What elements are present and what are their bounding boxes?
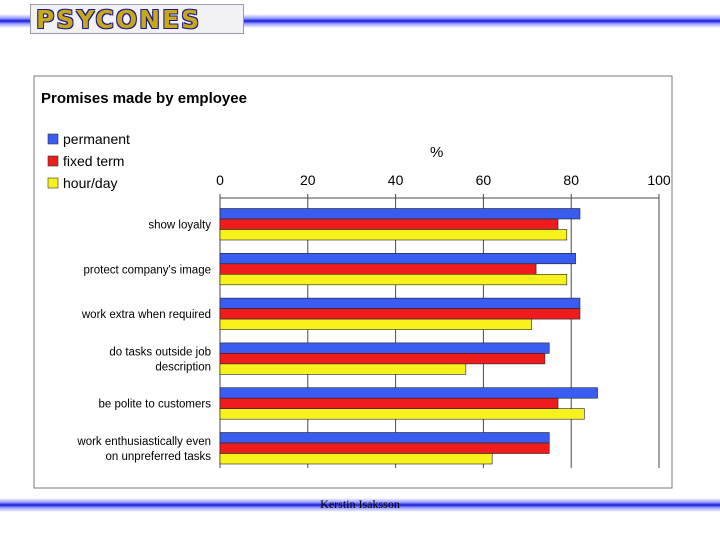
chart-title: Promises made by employee xyxy=(41,90,247,107)
tick-label: 20 xyxy=(300,172,316,188)
legend-swatch xyxy=(47,155,59,167)
category-label: do tasks outside job xyxy=(109,346,211,358)
bars xyxy=(219,208,598,465)
bar xyxy=(219,432,550,444)
bar xyxy=(219,387,598,399)
legend-swatch xyxy=(47,133,59,145)
bar xyxy=(219,397,559,410)
legend-label: permanent xyxy=(63,131,130,147)
bar xyxy=(219,229,568,241)
category-labels: show loyalty protect company's image work … xyxy=(76,220,211,464)
bar xyxy=(219,273,568,286)
bar xyxy=(219,318,532,330)
legend-label: hour/day xyxy=(63,175,117,191)
tick-label: 60 xyxy=(476,172,492,188)
bar xyxy=(219,453,493,465)
bar xyxy=(219,308,581,320)
bar xyxy=(219,218,559,230)
category-label: description xyxy=(155,361,211,373)
bar xyxy=(219,297,581,309)
tick-label: 100 xyxy=(647,172,671,188)
bar xyxy=(219,208,581,220)
tick-label: 40 xyxy=(388,172,404,188)
logo-panel xyxy=(30,4,244,34)
category-label: on unpreferred tasks xyxy=(106,451,212,463)
bar xyxy=(219,442,550,454)
bar xyxy=(219,363,467,375)
bar xyxy=(219,342,550,354)
category-label: work extra when required xyxy=(81,309,211,321)
x-axis-label: % xyxy=(430,144,443,161)
footer-author: Kerstin Isaksson xyxy=(320,497,400,511)
bar xyxy=(219,263,537,275)
x-axis-ticks: 0 20 40 60 80 100 xyxy=(216,172,671,199)
bar xyxy=(219,353,546,365)
grid xyxy=(219,198,660,468)
bar xyxy=(219,253,576,265)
legend-label: fixed term xyxy=(63,153,124,169)
tick-label: 80 xyxy=(563,172,579,188)
category-label: protect company's image xyxy=(84,264,211,276)
bar xyxy=(219,408,585,420)
category-label: work enthusiastically even xyxy=(76,436,211,448)
category-label: show loyalty xyxy=(148,220,211,232)
footer-band xyxy=(0,498,720,512)
tick-label: 0 xyxy=(216,172,224,188)
legend-swatch xyxy=(47,177,59,189)
category-label: be polite to customers xyxy=(98,399,211,411)
legend: permanent fixed term hour/day xyxy=(47,131,130,191)
psycones-logo: PSYCONES xyxy=(36,5,202,34)
